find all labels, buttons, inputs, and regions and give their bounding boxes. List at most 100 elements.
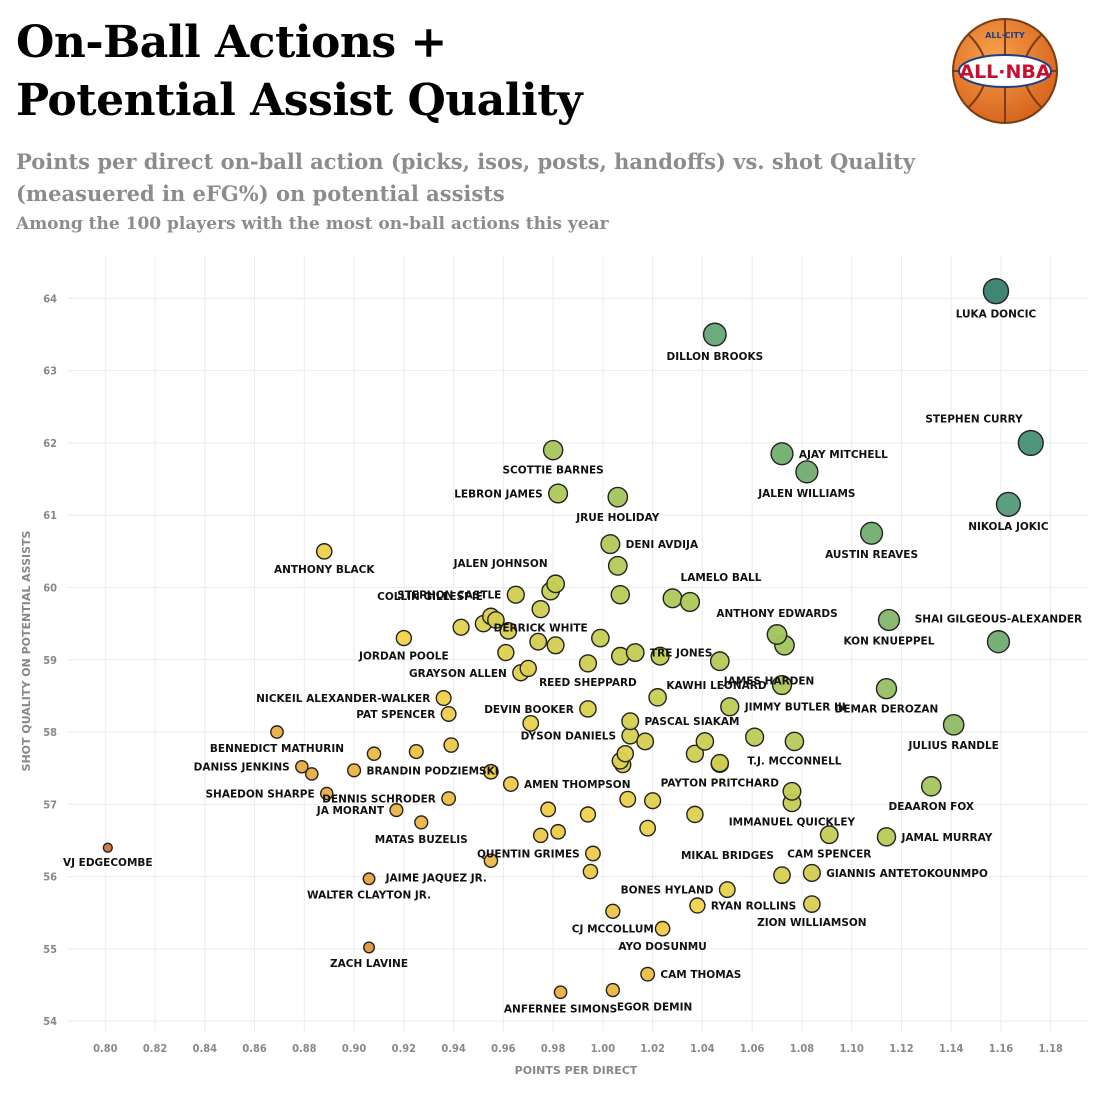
point-label: GIANNIS ANTETOKOUNMPO bbox=[826, 868, 988, 880]
point-label: AYO DOSUNMU bbox=[618, 941, 706, 953]
logo-top-text: ALL·CITY bbox=[985, 31, 1025, 40]
point-label: MATAS BUZELIS bbox=[375, 834, 468, 846]
chart-subtitle: Points per direct on-ball action (picks,… bbox=[16, 149, 916, 206]
data-point bbox=[802, 895, 821, 913]
data-point bbox=[616, 744, 635, 763]
point-label: DEAARON FOX bbox=[889, 801, 974, 813]
point-label: NICKEIL ALEXANDER-WALKER bbox=[256, 693, 430, 705]
data-point bbox=[362, 872, 376, 886]
data-point bbox=[607, 555, 628, 576]
point-label: ZACH LAVINE bbox=[330, 958, 408, 970]
data-point bbox=[650, 646, 670, 666]
data-point bbox=[784, 731, 805, 752]
data-point bbox=[610, 584, 631, 605]
point-label: ANTHONY EDWARDS bbox=[716, 608, 837, 620]
data-point bbox=[347, 763, 362, 778]
point-label: JA MORANT bbox=[316, 805, 385, 817]
data-point bbox=[942, 713, 965, 736]
data-point bbox=[506, 585, 525, 604]
point-label: PASCAL SIAKAM bbox=[645, 716, 740, 728]
y-tick-label: 58 bbox=[43, 726, 57, 739]
data-point bbox=[502, 776, 519, 792]
data-point bbox=[443, 737, 459, 753]
y-tick-label: 63 bbox=[43, 365, 57, 378]
data-point bbox=[771, 674, 793, 696]
point-label: AMEN THOMPSON bbox=[524, 779, 631, 791]
point-label: WALTER CLAYTON JR. bbox=[307, 890, 431, 902]
point-label: MIKAL BRIDGES bbox=[681, 850, 774, 862]
data-point bbox=[414, 815, 429, 830]
y-tick-label: 64 bbox=[43, 292, 57, 305]
data-point bbox=[582, 863, 599, 880]
data-point bbox=[389, 803, 404, 818]
point-label: JULIUS RANDLE bbox=[907, 740, 998, 752]
data-point bbox=[315, 543, 333, 560]
data-point bbox=[639, 819, 657, 837]
point-label: QUENTIN GRIMES bbox=[477, 848, 580, 860]
point-label: JAMAL MURRAY bbox=[901, 832, 993, 844]
y-tick-label: 61 bbox=[43, 509, 57, 522]
point-label: JALEN WILLIAMS bbox=[757, 488, 855, 500]
point-label: DEMAR DEROZAN bbox=[835, 704, 939, 716]
data-point bbox=[579, 700, 597, 718]
point-label: EGOR DEMIN bbox=[617, 1002, 693, 1014]
x-tick-label: 0.90 bbox=[342, 1042, 367, 1055]
y-axis-ticks: 54 55 56 57 58 59 60 61 62 63 64 bbox=[43, 292, 57, 1028]
point-label: CAM SPENCER bbox=[787, 848, 871, 860]
data-point bbox=[483, 763, 499, 780]
x-tick-label: 0.84 bbox=[193, 1042, 218, 1055]
x-tick-label: 0.88 bbox=[292, 1042, 317, 1055]
data-point bbox=[648, 688, 667, 707]
data-point bbox=[986, 630, 1011, 654]
data-point bbox=[363, 941, 376, 954]
chart-note: Among the 100 players with the most on-b… bbox=[16, 214, 609, 234]
point-label: GRAYSON ALLEN bbox=[409, 668, 507, 680]
point-label: DANISS JENKINS bbox=[194, 762, 290, 774]
data-point bbox=[579, 806, 597, 823]
data-point bbox=[483, 853, 499, 868]
data-point bbox=[720, 697, 740, 717]
point-label: TRE JONES bbox=[650, 648, 712, 660]
data-point bbox=[795, 460, 819, 484]
point-label: BONES HYLAND bbox=[621, 885, 714, 897]
data-point bbox=[636, 732, 655, 751]
point-label: STEPHON CASTLE bbox=[397, 590, 501, 602]
x-tick-label: 0.96 bbox=[491, 1042, 516, 1055]
point-label: JAMES HARDEN bbox=[723, 675, 815, 687]
logo-main-text: ALL·NBA bbox=[959, 61, 1051, 83]
data-point bbox=[679, 591, 701, 613]
x-tick-label: 1.14 bbox=[939, 1042, 964, 1055]
x-tick-label: 0.80 bbox=[93, 1042, 118, 1055]
point-label: CJ MCCOLLUM bbox=[572, 923, 654, 935]
x-tick-label: 1.16 bbox=[989, 1042, 1014, 1055]
y-axis-title: SHOT QUALITY ON POTENTIAL ASSISTS bbox=[20, 530, 33, 771]
data-point bbox=[532, 827, 549, 844]
data-point bbox=[499, 621, 518, 640]
data-point bbox=[625, 643, 645, 662]
y-tick-label: 54 bbox=[43, 1015, 57, 1028]
data-point bbox=[1017, 429, 1044, 457]
data-point bbox=[522, 714, 540, 732]
x-tick-label: 0.94 bbox=[441, 1042, 466, 1055]
data-point bbox=[876, 827, 897, 847]
data-point bbox=[695, 732, 715, 751]
basketball-logo: ALL·CITY ALL·NBA bbox=[952, 18, 1058, 124]
y-tick-label: 56 bbox=[43, 871, 57, 884]
data-point bbox=[773, 866, 791, 885]
point-label: RYAN ROLLINS bbox=[711, 901, 796, 913]
point-label: CAM THOMAS bbox=[660, 969, 741, 981]
data-point bbox=[553, 985, 568, 1000]
point-label: COLLIN GILLESPIE bbox=[377, 591, 483, 603]
point-label: BRANDIN PODZIEMSKI bbox=[366, 765, 498, 777]
data-point bbox=[546, 636, 565, 655]
data-point bbox=[619, 790, 637, 808]
point-label: PAYTON PRITCHARD bbox=[661, 777, 780, 789]
data-point bbox=[540, 801, 557, 818]
point-label: JRUE HOLIDAY bbox=[575, 512, 659, 524]
point-label: LEBRON JAMES bbox=[454, 489, 543, 501]
point-label: KON KNUEPPEL bbox=[844, 635, 935, 647]
data-point bbox=[395, 629, 413, 647]
point-label: REED SHEPPARD bbox=[539, 677, 637, 689]
point-label: LAMELO BALL bbox=[681, 572, 762, 584]
